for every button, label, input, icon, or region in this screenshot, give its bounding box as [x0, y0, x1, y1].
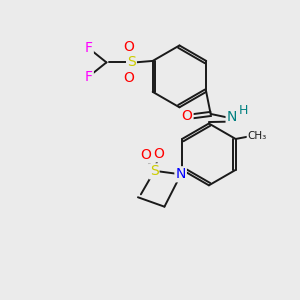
Text: N: N [176, 167, 186, 181]
Text: O: O [153, 147, 164, 161]
Text: F: F [85, 41, 93, 55]
Text: F: F [85, 70, 93, 84]
Text: O: O [124, 71, 135, 85]
Text: S: S [127, 56, 136, 69]
Text: O: O [182, 109, 193, 123]
Text: H: H [238, 104, 248, 118]
Text: O: O [124, 40, 135, 54]
Text: S: S [150, 164, 158, 178]
Text: CH₃: CH₃ [248, 131, 267, 141]
Text: N: N [226, 110, 237, 124]
Text: O: O [140, 148, 151, 162]
